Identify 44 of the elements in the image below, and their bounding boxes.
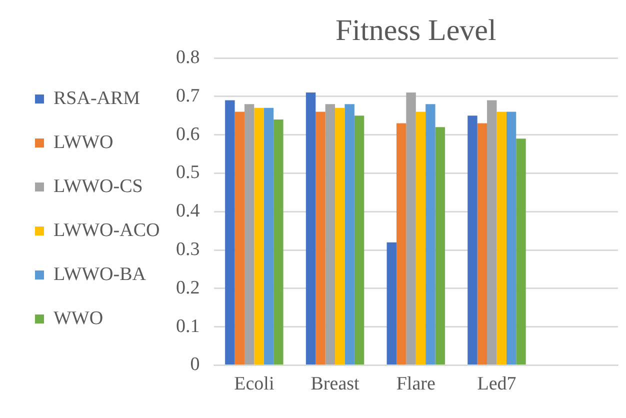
x-tick-label: Breast — [310, 374, 360, 395]
y-tick-label: 0.7 — [176, 85, 200, 106]
x-tick-label: Ecoli — [234, 374, 274, 395]
legend-label: LWWO-ACO — [54, 220, 160, 241]
y-tick-label: 0.6 — [176, 124, 200, 145]
bar — [306, 92, 316, 364]
bar — [406, 92, 416, 364]
bar — [254, 108, 264, 364]
y-tick-label: 0.8 — [176, 46, 200, 68]
bar — [386, 242, 396, 364]
bar — [506, 112, 516, 364]
bar — [487, 100, 497, 364]
bar — [435, 127, 445, 364]
bar — [244, 104, 254, 364]
bar — [335, 108, 345, 364]
y-tick-label: 0 — [190, 354, 200, 376]
bar — [468, 116, 478, 364]
y-tick-label: 0.5 — [176, 162, 200, 184]
legend-label: LWWO-BA — [54, 264, 146, 285]
bar — [416, 112, 426, 364]
legend-label: RSA-ARM — [54, 88, 140, 109]
bar — [344, 104, 354, 364]
y-tick-label: 0.2 — [176, 277, 200, 298]
x-tick-label: Led7 — [477, 374, 516, 395]
bar — [496, 112, 506, 364]
x-tick-label: Flare — [396, 374, 436, 395]
bar — [396, 123, 406, 364]
bar — [426, 104, 436, 364]
bar — [325, 104, 336, 364]
y-tick-label: 0.3 — [176, 238, 200, 260]
legend-label: LWWO — [54, 132, 114, 153]
bar — [234, 112, 244, 364]
y-tick-label: 0.4 — [176, 200, 200, 222]
bar — [274, 119, 284, 364]
bar — [264, 108, 274, 364]
chart-title: Fitness Level — [335, 14, 496, 47]
legend-label: LWWO-CS — [54, 176, 143, 197]
bar — [316, 112, 326, 364]
bar — [477, 123, 488, 364]
bar — [516, 138, 526, 364]
bar — [225, 100, 235, 364]
legend-label: WWO — [54, 308, 104, 329]
bar — [354, 116, 364, 364]
y-tick-label: 0.1 — [176, 316, 200, 337]
